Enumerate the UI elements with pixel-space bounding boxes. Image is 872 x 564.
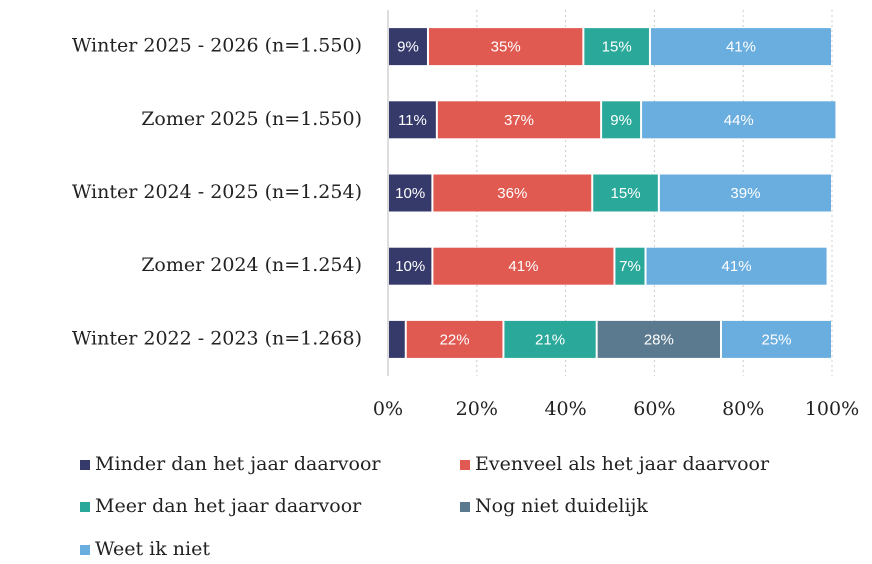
x-tick-label: 60% xyxy=(633,398,675,420)
bar-segment xyxy=(433,247,614,285)
data-label: 15% xyxy=(602,39,632,56)
data-label: 41% xyxy=(722,258,752,275)
data-label: 15% xyxy=(611,185,641,202)
bar-segment xyxy=(389,28,427,66)
bar-segment xyxy=(389,174,432,212)
bar-segment xyxy=(650,28,831,66)
data-label: 36% xyxy=(497,185,527,202)
legend-swatch xyxy=(80,545,90,555)
data-label: 10% xyxy=(395,258,425,275)
legend-label: Nog niet duidelijk xyxy=(475,495,648,517)
y-tick-label: Zomer 2025 (n=1.550) xyxy=(141,108,362,130)
y-tick-label: Zomer 2024 (n=1.254) xyxy=(141,254,362,276)
x-tick-label: 20% xyxy=(456,398,498,420)
data-label: 44% xyxy=(724,112,754,129)
legend-swatch xyxy=(460,460,470,470)
data-label: 28% xyxy=(644,331,674,348)
x-tick-label: 0% xyxy=(373,398,403,420)
bar-segment xyxy=(406,320,503,358)
bar-segment xyxy=(504,320,596,358)
bar-segment xyxy=(437,101,601,139)
bar-segment xyxy=(646,247,827,285)
bar-segment xyxy=(593,174,658,212)
bar-segment xyxy=(602,101,641,139)
y-tick-label: Winter 2024 - 2025 (n=1.254) xyxy=(72,181,362,203)
legend-label: Meer dan het jaar daarvoor xyxy=(95,495,362,517)
bar-segment xyxy=(642,101,836,139)
bar-segment xyxy=(584,28,649,66)
data-label: 22% xyxy=(440,331,470,348)
bar-segment xyxy=(433,174,592,212)
legend-swatch xyxy=(460,502,470,512)
legend-label: Weet ik niet xyxy=(95,538,210,560)
x-tick-label: 100% xyxy=(805,398,859,420)
data-label: 35% xyxy=(491,39,521,56)
bar-segment xyxy=(389,320,405,358)
data-label: 11% xyxy=(398,112,427,129)
legend-label: Minder dan het jaar daarvoor xyxy=(95,453,381,475)
bar-segment xyxy=(389,101,436,139)
bar-segment xyxy=(428,28,583,66)
data-label: 21% xyxy=(535,331,565,348)
data-label: 41% xyxy=(726,39,756,56)
data-label: 10% xyxy=(395,185,425,202)
data-label: 41% xyxy=(508,258,538,275)
bar-segment xyxy=(659,174,831,212)
bar-segment xyxy=(389,247,432,285)
legend-swatch xyxy=(80,460,90,470)
x-tick-label: 40% xyxy=(544,398,586,420)
data-label: 39% xyxy=(730,185,760,202)
legend-swatch xyxy=(80,502,90,512)
x-tick-label: 80% xyxy=(722,398,764,420)
bar-segment xyxy=(722,320,831,358)
bar-segment xyxy=(597,320,720,358)
data-label: 7% xyxy=(619,258,641,275)
y-tick-label: Winter 2022 - 2023 (n=1.268) xyxy=(72,327,362,349)
bar-segment xyxy=(615,247,645,285)
data-label: 9% xyxy=(610,112,632,129)
y-tick-label: Winter 2025 - 2026 (n=1.550) xyxy=(72,35,362,57)
data-label: 25% xyxy=(761,331,791,348)
data-label: 37% xyxy=(504,112,534,129)
legend-label: Evenveel als het jaar daarvoor xyxy=(475,453,770,475)
data-label: 9% xyxy=(397,39,419,56)
